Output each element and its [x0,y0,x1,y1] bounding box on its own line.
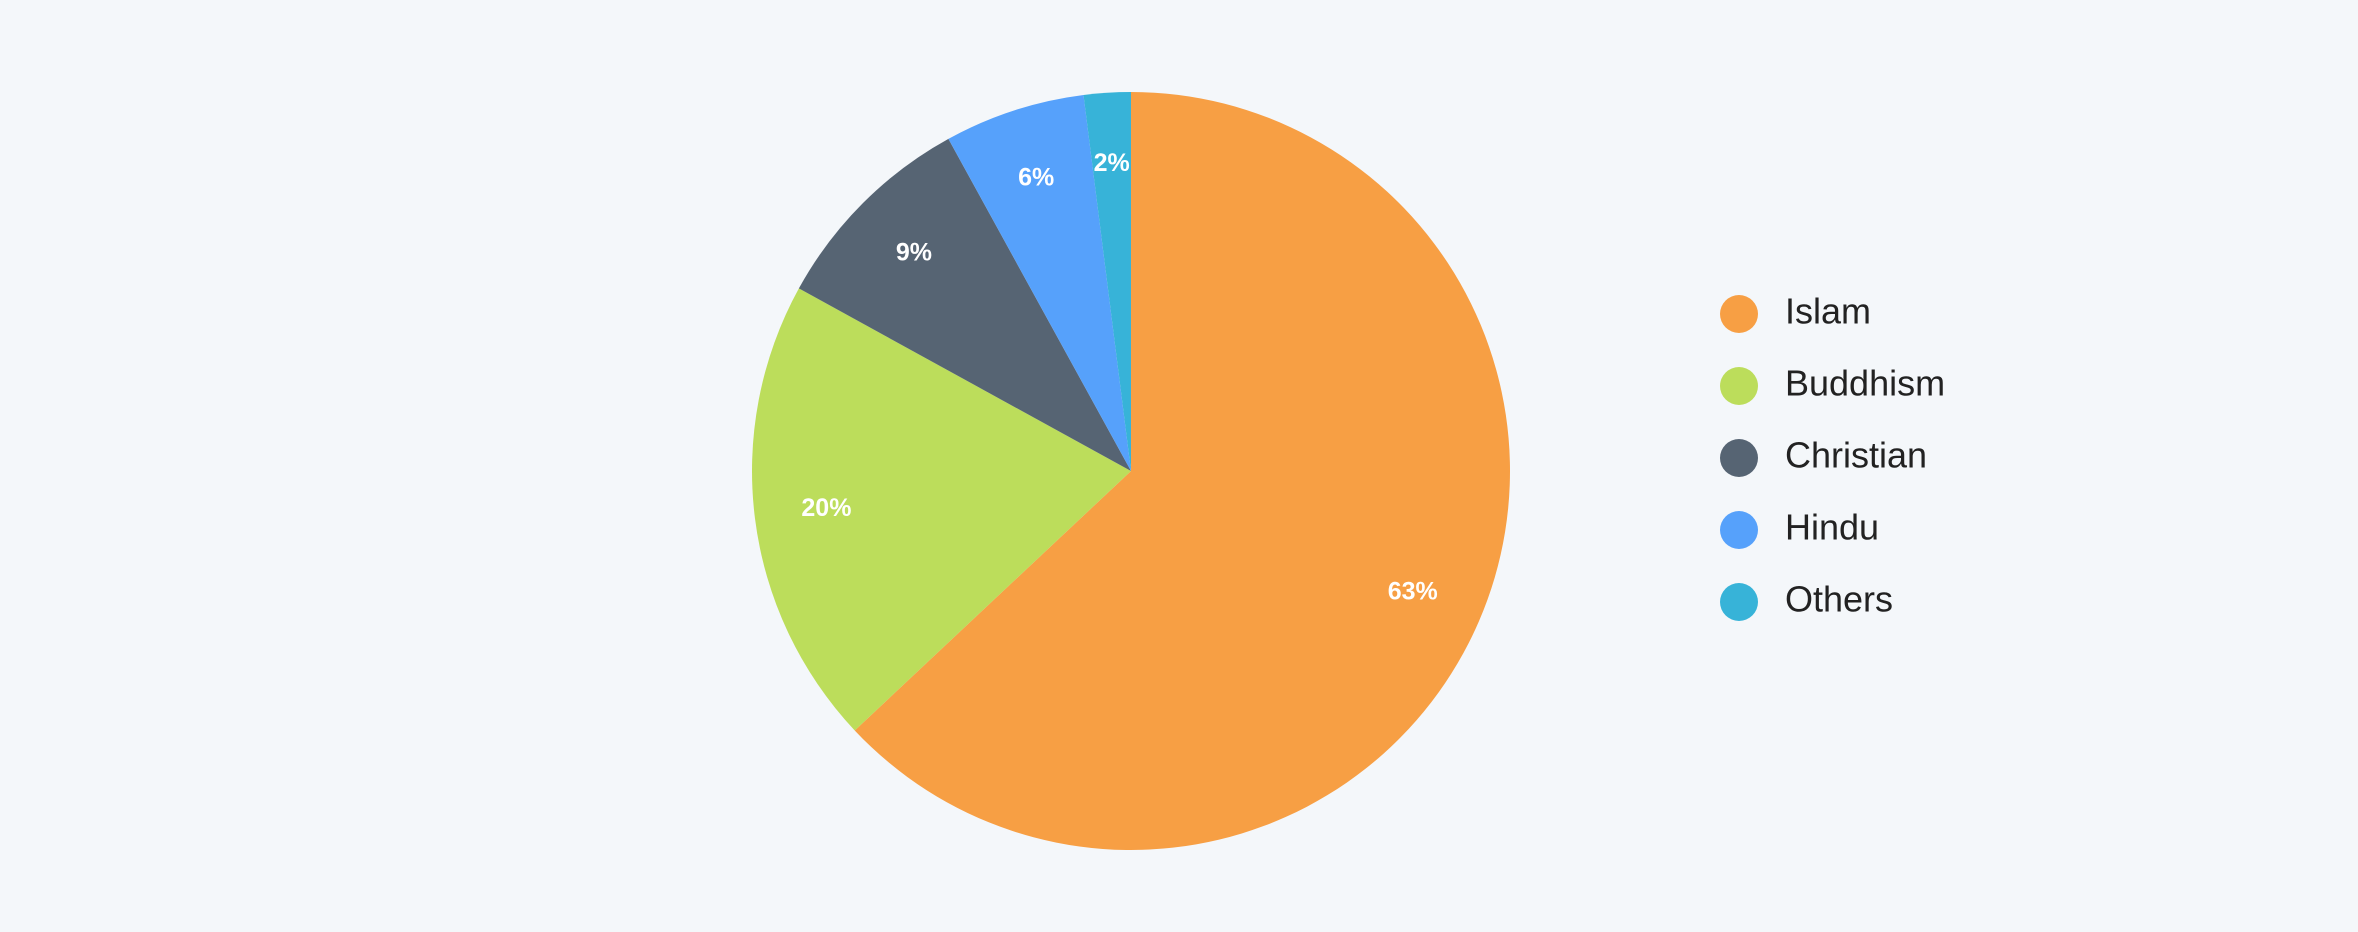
legend-marker [1720,295,1758,333]
pie-slice [948,94,1131,471]
legend-marker [1720,439,1758,477]
pie-slice [1083,92,1131,471]
legend-marker [1720,367,1758,405]
legend-label: Buddhism [1785,363,1945,404]
pie-slice [752,288,1131,731]
legend-label: Christian [1785,435,1927,476]
legend-marker [1720,583,1758,621]
pie-slice [854,92,1511,850]
slice-label: 6% [1018,164,1054,192]
legend-label: Hindu [1785,507,1879,548]
slice-label: 20% [801,494,851,522]
slice-label: 9% [896,239,932,267]
legend-label: Islam [1785,291,1871,332]
slice-label: 63% [1388,578,1438,606]
legend-label: Others [1785,579,1893,620]
pie-slice [798,138,1131,471]
legend-marker [1720,511,1758,549]
slice-label: 2% [1094,149,1130,177]
